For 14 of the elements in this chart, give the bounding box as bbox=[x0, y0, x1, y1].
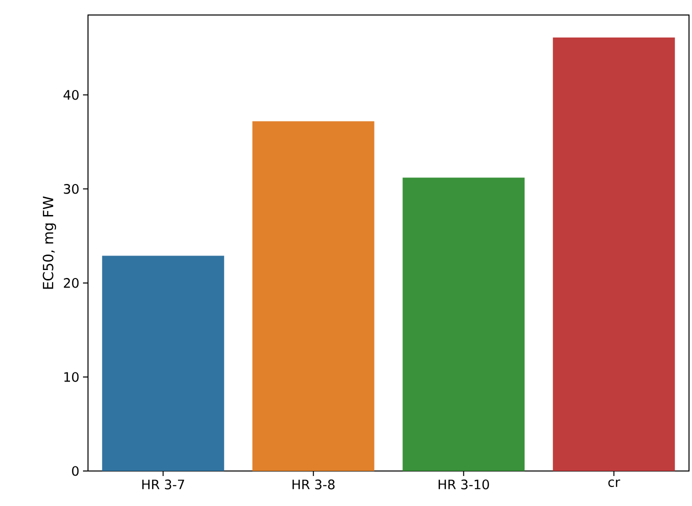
y-tick-label: 20 bbox=[64, 278, 79, 288]
y-tick-label: 30 bbox=[64, 184, 79, 194]
x-tick-label: cr bbox=[608, 480, 620, 487]
x-tick-label: HR 3-10 bbox=[438, 480, 489, 490]
y-axis-title: EC50, mg FW bbox=[42, 196, 56, 289]
bar bbox=[402, 178, 525, 471]
bar bbox=[552, 38, 675, 471]
y-tick-label: 10 bbox=[64, 372, 79, 382]
y-tick-label: 0 bbox=[72, 466, 79, 476]
bar bbox=[252, 121, 374, 471]
y-tick-label: 40 bbox=[64, 90, 79, 100]
x-tick-label: HR 3-8 bbox=[292, 480, 335, 490]
bar bbox=[102, 256, 224, 471]
x-tick-label: HR 3-7 bbox=[142, 480, 184, 490]
